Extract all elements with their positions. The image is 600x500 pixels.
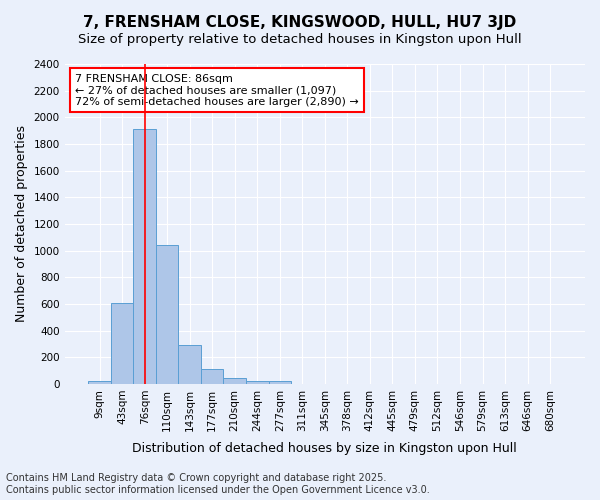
Text: Contains HM Land Registry data © Crown copyright and database right 2025.
Contai: Contains HM Land Registry data © Crown c… bbox=[6, 474, 430, 495]
Bar bbox=[178, 344, 201, 384]
Y-axis label: Number of detached properties: Number of detached properties bbox=[15, 126, 28, 322]
Bar bbox=[223, 378, 246, 384]
Text: Size of property relative to detached houses in Kingston upon Hull: Size of property relative to detached ho… bbox=[78, 32, 522, 46]
Bar bbox=[201, 369, 223, 384]
X-axis label: Distribution of detached houses by size in Kingston upon Hull: Distribution of detached houses by size … bbox=[133, 442, 517, 455]
Bar bbox=[88, 381, 111, 384]
Text: 7 FRENSHAM CLOSE: 86sqm
← 27% of detached houses are smaller (1,097)
72% of semi: 7 FRENSHAM CLOSE: 86sqm ← 27% of detache… bbox=[75, 74, 359, 107]
Bar bbox=[133, 130, 156, 384]
Bar bbox=[156, 244, 178, 384]
Bar bbox=[246, 381, 269, 384]
Bar bbox=[269, 381, 291, 384]
Bar bbox=[111, 304, 133, 384]
Text: 7, FRENSHAM CLOSE, KINGSWOOD, HULL, HU7 3JD: 7, FRENSHAM CLOSE, KINGSWOOD, HULL, HU7 … bbox=[83, 15, 517, 30]
